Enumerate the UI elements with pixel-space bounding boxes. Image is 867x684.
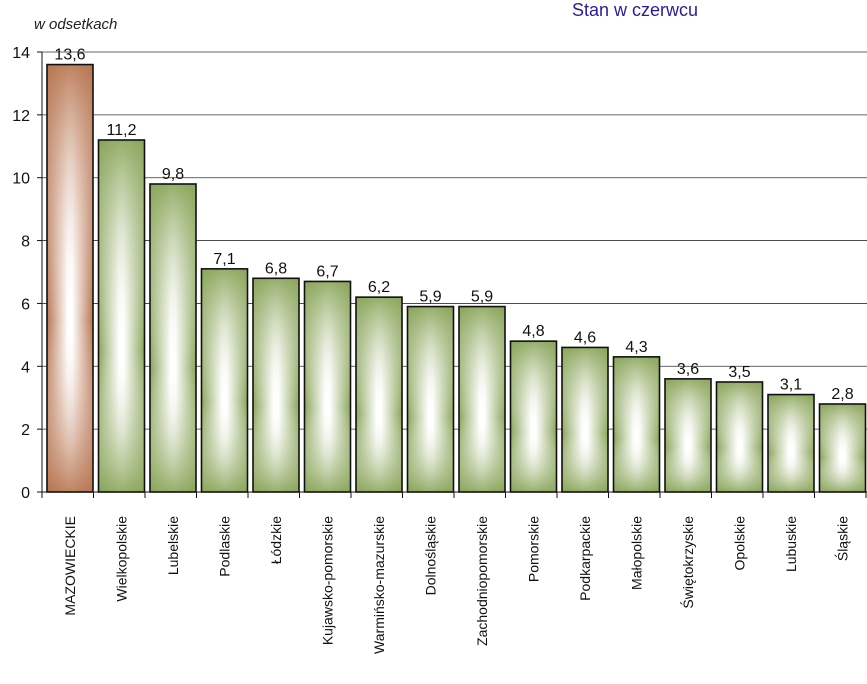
category-label: Kujawsko-pomorskie [320,516,336,645]
value-label: 6,2 [368,279,390,296]
value-label: 3,6 [677,361,699,378]
value-label: 5,9 [471,289,493,306]
bar [715,381,764,493]
bar [561,346,609,493]
category-label: Wielkopolskie [114,516,130,602]
y-tick-label: 12 [12,108,30,125]
bar [149,183,197,493]
bar [664,378,712,493]
value-labels: 13,6 11,2 9,8 7,1 6,8 6,7 6,2 5,9 5,9 4,8 4,6 4,3 3,… [54,47,853,403]
bar [818,403,867,493]
y-axis-unit-label: w odsetkach [34,16,117,33]
category-label: Zachodniopomorskie [474,516,490,646]
y-tick-label: 10 [12,171,30,188]
value-label: 6,8 [265,260,287,277]
value-label: 4,6 [574,329,596,346]
value-label: 4,8 [522,323,544,340]
category-label: Lubuskie [783,516,799,572]
bar [46,63,94,493]
bar [406,305,455,493]
category-label: Pomorskie [526,516,542,582]
value-label: 7,1 [213,251,235,268]
category-label: Małopolskie [629,516,645,590]
y-tick-label: 0 [21,485,30,502]
y-tick-label: 2 [21,422,30,439]
category-label: Świętokrzyskie [679,516,696,609]
y-tick-labels: 0 2 4 6 8 10 12 14 [12,45,30,502]
bar [200,268,249,493]
bar [97,139,146,493]
value-label: 13,6 [54,47,85,64]
y-tick-label: 4 [21,359,30,376]
value-label: 3,5 [728,364,750,381]
category-label: Podlaskie [217,516,233,577]
bar [767,393,815,493]
category-label: Śląskie [834,516,851,561]
y-tick-label: 14 [12,45,30,62]
category-label: MAZOWIECKIE [62,516,78,616]
category-label: Podkarpackie [577,516,593,601]
category-label: Łódzkie [268,516,284,564]
category-label: Lubelskie [165,516,181,575]
bars [46,63,867,493]
bar [355,296,403,493]
value-label: 4,3 [625,339,647,356]
bar [509,340,558,493]
bar [252,277,300,493]
chart-title: Stan w czerwcu [572,0,698,20]
value-label: 6,7 [316,263,338,280]
category-label: Opolskie [732,516,748,571]
value-label: 9,8 [162,166,184,183]
value-label: 5,9 [419,289,441,306]
category-label: Dolnośląskie [423,516,439,596]
value-label: 2,8 [831,386,853,403]
bar [458,305,506,493]
y-tick-label: 8 [21,234,30,251]
category-label: Warmińsko-mazurskie [371,516,387,654]
bar [303,280,352,493]
y-tick-label: 6 [21,296,30,313]
category-labels: MAZOWIECKIE Wielkopolskie Lubelskie Podlask… [62,516,851,654]
value-label: 3,1 [780,377,802,394]
value-label: 11,2 [107,122,137,139]
bar [612,356,661,493]
